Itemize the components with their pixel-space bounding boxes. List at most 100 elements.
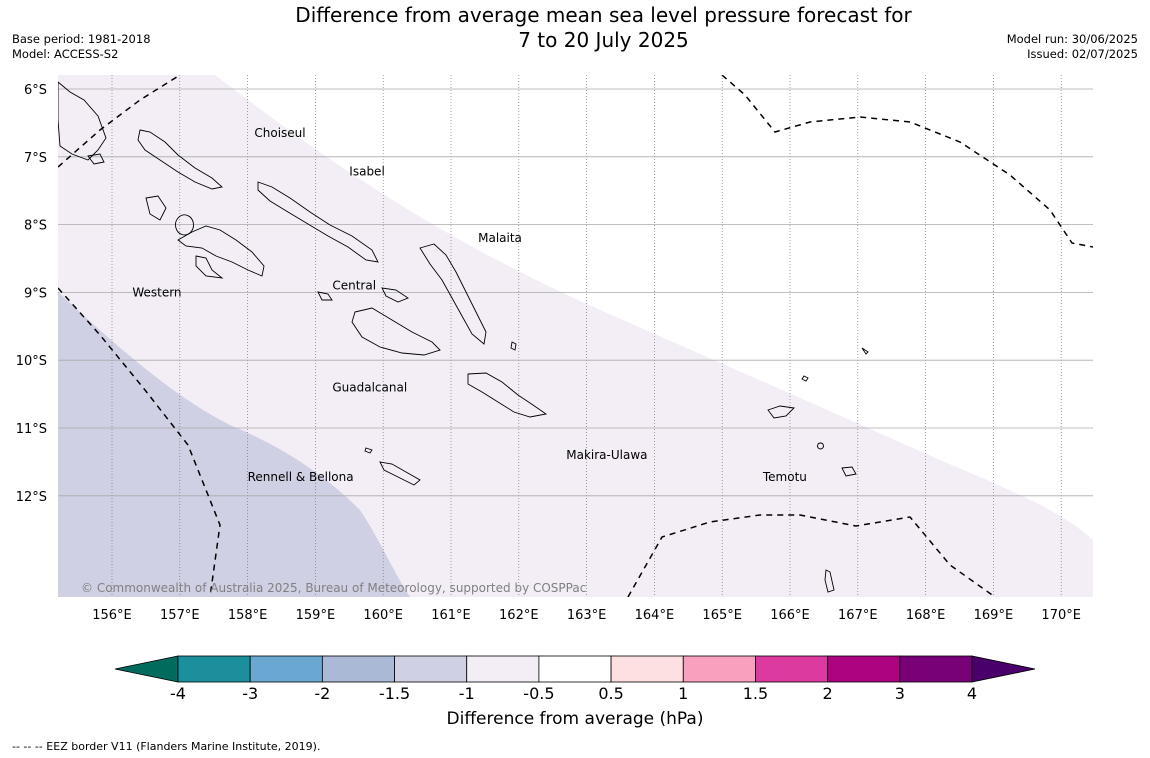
colorbar-tick-label: -3 [242, 684, 258, 703]
lon-tick-label: 161°E [431, 608, 471, 623]
colorbar-tick-label: 2 [823, 684, 833, 703]
province-label: Rennell & Bellona [248, 470, 354, 484]
colorbar-segment [466, 655, 540, 683]
lon-tick-label: 160°E [363, 608, 403, 623]
island-bellona [364, 447, 373, 454]
longitude-labels: 156°E 157°E 158°E 159°E 160°E 161°E 162°E 163°E… [92, 608, 1081, 623]
lon-tick-label: 164°E [635, 608, 675, 623]
model-run: Model run: 30/06/2025 [1006, 32, 1138, 46]
coastlines [58, 81, 869, 593]
eez-border-png-south [58, 287, 221, 597]
island-duff [861, 347, 869, 355]
colorbar-tick-label: 1.5 [743, 684, 768, 703]
lon-tick-label: 168°E [906, 608, 946, 623]
island-guadalcanal [351, 307, 441, 356]
eez-border-png-north [58, 75, 181, 168]
latitude-labels: 6°S 7°S 8°S 9°S 10°S 11°S 12°S [16, 83, 47, 505]
colorbar: -4 -3 -2 -1.5 -1 -0.5 0.5 1 1.5 2 3 4 [114, 655, 1036, 703]
colorbar-segment [394, 655, 468, 683]
island-nggela [381, 287, 409, 303]
province-label: Central [332, 279, 376, 293]
colorbar-extend-high [971, 655, 1036, 683]
lon-tick-label: 165°E [702, 608, 742, 623]
lat-tick-label: 6°S [24, 83, 47, 98]
island-choiseul [137, 129, 223, 190]
lon-tick-label: 162°E [499, 608, 539, 623]
colorbar-tick-label: 0.5 [598, 684, 623, 703]
lon-tick-label: 163°E [567, 608, 607, 623]
island-vella [145, 195, 167, 221]
copyright-text: © Commonwealth of Australia 2025, Bureau… [81, 581, 586, 595]
eez-legend-note: -- -- -- EEZ border V11 (Flanders Marine… [12, 740, 321, 753]
colorbar-label: Difference from average (hPa) [446, 709, 704, 729]
colorbar-tick-label: 1 [678, 684, 688, 703]
province-label: Temotu [762, 470, 807, 484]
island-tikopia [817, 442, 824, 450]
colorbar-segment [899, 655, 973, 683]
colorbar-segment [610, 655, 684, 683]
island-malaita [419, 243, 487, 345]
colorbar-segment [827, 655, 901, 683]
colorbar-tick-label: 3 [895, 684, 905, 703]
lat-tick-label: 7°S [24, 151, 47, 166]
colorbar-segment [755, 655, 829, 683]
province-label: Guadalcanal [332, 380, 407, 394]
lon-tick-label: 156°E [92, 608, 132, 623]
province-label: Isabel [349, 165, 384, 179]
island-isabel [257, 181, 379, 263]
colorbar-tick-label: -1 [459, 684, 475, 703]
map-area: Choiseul Isabel Malaita Central Western Guada… [58, 75, 1093, 597]
eez-border-vanuatu [627, 514, 996, 597]
island-rennell [379, 461, 421, 486]
lat-tick-label: 11°S [16, 422, 47, 437]
gridlines [58, 75, 1093, 597]
province-label: Makira-Ulawa [566, 448, 647, 462]
colorbar-extend-low [114, 655, 179, 683]
colorbar-segment [249, 655, 323, 683]
province-label: Malaita [478, 231, 522, 245]
model-name: Model: ACCESS-S2 [12, 47, 119, 61]
meta-right: Model run: 30/06/2025 Issued: 02/07/2025 [1007, 32, 1138, 62]
island-vanikoro [841, 466, 857, 477]
colorbar-tick-label: -0.5 [523, 684, 554, 703]
title-line-2: 7 to 20 July 2025 [518, 28, 689, 52]
lon-tick-label: 167°E [838, 608, 878, 623]
island-anuta [824, 569, 835, 593]
base-period: Base period: 1981-2018 [12, 32, 151, 46]
island-russell [317, 291, 333, 301]
title-line-1: Difference from average mean sea level p… [295, 3, 912, 27]
lon-tick-label: 169°E [974, 608, 1014, 623]
anomaly-band-light [58, 75, 1093, 597]
province-labels: Choiseul Isabel Malaita Central Western Guada… [132, 126, 807, 484]
island-shortlands [87, 153, 105, 165]
island-new-georgia [177, 225, 265, 277]
colorbar-tick-label: -1.5 [379, 684, 410, 703]
lon-tick-label: 170°E [1041, 608, 1081, 623]
lat-tick-label: 9°S [24, 286, 47, 301]
lon-tick-label: 157°E [160, 608, 200, 623]
eez-borders [58, 75, 1093, 597]
colorbar-segment [321, 655, 395, 683]
island-ugi [510, 341, 517, 351]
colorbar-tick-label: 4 [967, 684, 977, 703]
island-rendova [195, 255, 224, 279]
issued-date: Issued: 02/07/2025 [1027, 47, 1138, 61]
island-makira [467, 372, 548, 418]
anomaly-band-medium [58, 292, 410, 597]
lon-tick-label: 166°E [770, 608, 810, 623]
island-kolombangara [175, 214, 194, 236]
meta-left: Base period: 1981-2018 Model: ACCESS-S2 [12, 32, 151, 62]
map-title: Difference from average mean sea level p… [0, 3, 1150, 53]
lat-tick-label: 10°S [16, 354, 47, 369]
colorbar-segment [682, 655, 756, 683]
lat-tick-label: 12°S [16, 490, 47, 505]
island-bougainville [58, 81, 107, 161]
colorbar-tick-label: -4 [170, 684, 186, 703]
lon-tick-label: 159°E [296, 608, 336, 623]
colorbar-segment [538, 655, 612, 683]
province-label: Western [132, 285, 181, 299]
colorbar-segment [177, 655, 251, 683]
colorbar-tick-label: -2 [314, 684, 330, 703]
island-reef-islands [801, 375, 809, 382]
